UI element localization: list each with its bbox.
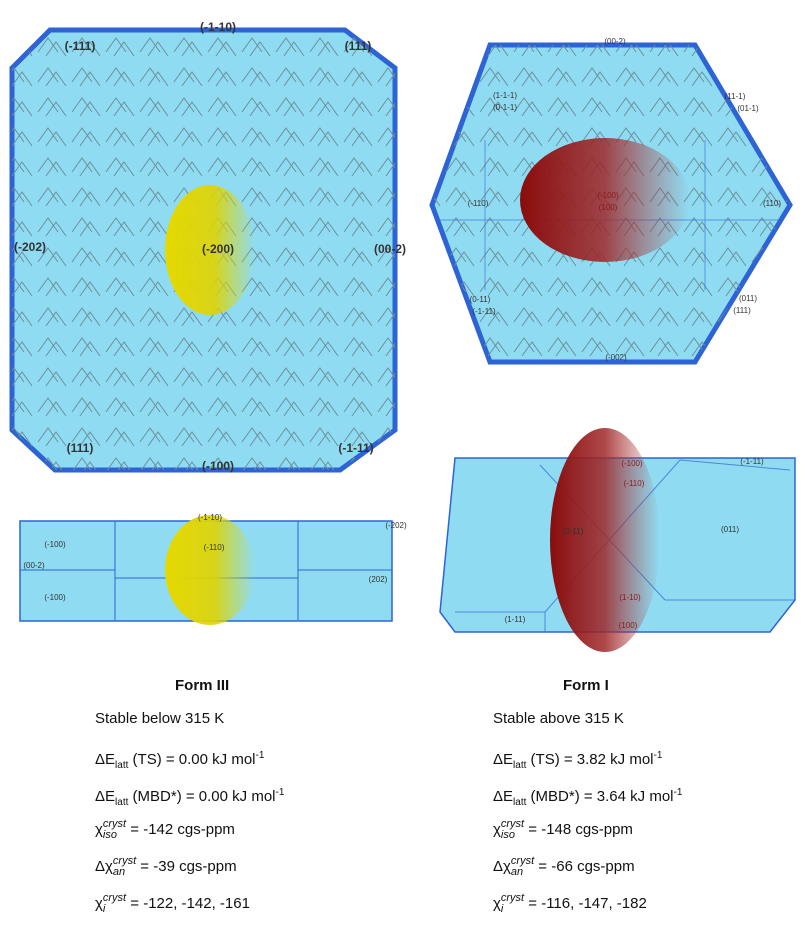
superscript: -1 (276, 787, 285, 798)
superscript: cryst (103, 893, 126, 904)
form-title: Form III (95, 672, 415, 700)
facet-label: (00-2) (23, 561, 45, 570)
symbol: χ (493, 821, 501, 838)
subscript: i (501, 904, 524, 915)
subscript: an (511, 867, 534, 878)
facet-label: (110) (763, 199, 781, 208)
facet-label: (-110) (468, 199, 489, 208)
facet-label: (-100) (597, 191, 619, 200)
facet-label: (-1-10) (200, 20, 236, 34)
value-text: = -116, -147, -182 (524, 895, 647, 912)
subscript: latt (115, 760, 128, 771)
value-text: (MBD*) = 0.00 kJ mol (128, 788, 275, 805)
lattice-energy: ΔElatt (TS) = 3.82 kJ mol-1 (493, 737, 733, 774)
facet-label: (-1-11) (338, 441, 373, 455)
symbol: χ (95, 895, 103, 912)
value-text: = -148 cgs-ppm (524, 821, 633, 838)
value-text: (MBD*) = 3.64 kJ mol (526, 788, 673, 805)
facet-label: (-002) (605, 353, 627, 362)
value-text: (TS) = 3.82 kJ mol (526, 751, 653, 768)
facet-label: (00-2) (604, 37, 626, 46)
facet-label: (-100) (202, 459, 234, 473)
symbol: ΔE (95, 751, 115, 768)
facet-label: (0-1-1) (493, 103, 517, 112)
value-text: = -39 cgs-ppm (136, 858, 236, 875)
facet-label: (-110) (624, 479, 645, 488)
facet-label: (-202) (385, 521, 407, 530)
symbol: ΔE (493, 751, 513, 768)
facet-label: (00-2) (374, 242, 406, 256)
facet-label: (11-1) (725, 92, 746, 101)
facet-label: (-100) (621, 459, 643, 468)
value-text: = -66 cgs-ppm (534, 858, 634, 875)
form-title: Form I (468, 672, 803, 700)
facet-label: (0-11) (563, 527, 584, 536)
facet-label: (1-10) (619, 593, 641, 602)
facet-label: (-1-10) (198, 513, 222, 522)
facet-label: (-100) (44, 540, 66, 549)
facet-label: (011) (721, 525, 739, 534)
page: (-1-10) (-111) (111) (-202) (-200) (00-2… (0, 0, 805, 930)
facet-label: (1-1-1) (493, 91, 517, 100)
superscript: -1 (674, 787, 683, 798)
symbol: χ (95, 821, 103, 838)
facet-label: (111) (733, 306, 751, 315)
subscript: latt (513, 797, 526, 808)
superscript: -1 (654, 750, 663, 761)
superscript: -1 (256, 750, 265, 761)
form-iii-slab (20, 515, 392, 625)
symbol: Δχ (95, 858, 113, 875)
subscript: latt (115, 797, 128, 808)
lattice-energy: ΔElatt (MBD*) = 3.64 kJ mol-1 (493, 774, 733, 811)
facet-label: (011) (739, 294, 757, 303)
facet-label: (-202) (14, 240, 46, 254)
superscript: cryst (501, 893, 524, 904)
facet-label: (-100) (44, 593, 66, 602)
symbol: χ (493, 895, 501, 912)
facet-label: (-111) (65, 39, 96, 53)
facet-label: (111) (67, 441, 94, 455)
facet-label: (0-11) (470, 295, 491, 304)
facet-label: (-1-11) (472, 307, 496, 316)
facet-label: (-200) (202, 242, 234, 256)
subscript: i (103, 904, 126, 915)
facet-label: (-1-11) (740, 457, 764, 466)
subscript: iso (501, 830, 524, 841)
subscript: an (113, 867, 136, 878)
subscript: latt (513, 760, 526, 771)
value-text: = -142 cgs-ppm (126, 821, 235, 838)
facet-label: (111) (345, 39, 372, 53)
symbol: ΔE (95, 788, 115, 805)
morphology-figure: (-1-10) (-111) (111) (-202) (-200) (00-2… (0, 0, 805, 660)
lattice-energy: ΔElatt (TS) = 0.00 kJ mol-1 (95, 737, 325, 774)
facet-label: (100) (619, 621, 638, 630)
facet-label: (202) (369, 575, 388, 584)
facet-label: (1-11) (505, 615, 526, 624)
value-text: = -122, -142, -161 (126, 895, 250, 912)
facet-label: (-110) (204, 543, 225, 552)
lattice-energy: ΔElatt (MBD*) = 0.00 kJ mol-1 (95, 774, 325, 811)
facet-label: (100) (599, 203, 618, 212)
symbol: Δχ (493, 858, 511, 875)
facet-label: (01-1) (737, 104, 759, 113)
value-text: (TS) = 0.00 kJ mol (128, 751, 255, 768)
subscript: iso (103, 830, 126, 841)
symbol: ΔE (493, 788, 513, 805)
stability: Stable below 315 K (95, 700, 325, 737)
stability: Stable above 315 K (493, 700, 733, 737)
